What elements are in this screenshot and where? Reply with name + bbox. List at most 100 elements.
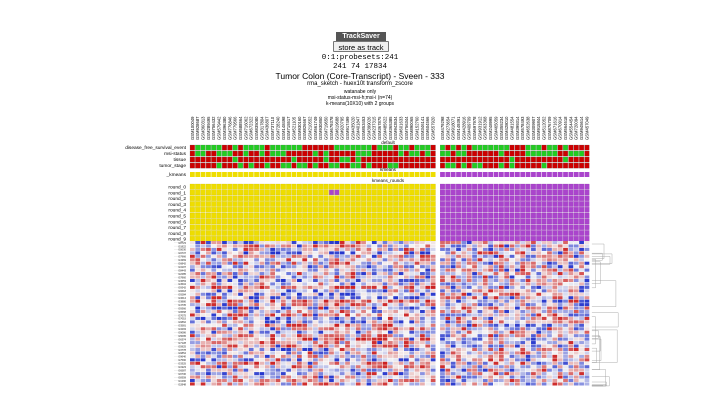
heat-cell bbox=[450, 265, 456, 269]
heat-cell bbox=[339, 372, 345, 376]
heat-cell bbox=[466, 330, 472, 334]
round-cell bbox=[488, 189, 494, 196]
round-cell bbox=[291, 236, 297, 242]
heat-cell bbox=[339, 275, 345, 279]
heat-cell bbox=[243, 261, 249, 265]
heat-cell bbox=[584, 344, 590, 348]
heat-cell bbox=[568, 323, 574, 327]
heat-cell bbox=[211, 303, 217, 307]
round-cell bbox=[195, 230, 201, 236]
heat-cell bbox=[488, 299, 493, 303]
store-as-track-button[interactable]: store as track bbox=[333, 41, 389, 52]
heat-cell bbox=[387, 372, 393, 376]
heat-cell bbox=[398, 303, 404, 307]
heat-cell bbox=[329, 368, 334, 372]
kmeans-cell bbox=[377, 172, 382, 177]
round-cell bbox=[573, 218, 579, 225]
heat-cell bbox=[466, 258, 472, 262]
kmeans-cell bbox=[323, 172, 329, 177]
heat-cell bbox=[440, 275, 445, 279]
heat-cell bbox=[280, 323, 286, 327]
round-cell bbox=[350, 236, 356, 242]
heat-cell bbox=[541, 368, 547, 372]
round-cell bbox=[472, 183, 478, 190]
heat-cell bbox=[472, 303, 477, 307]
heat-cell bbox=[222, 241, 227, 245]
round-cell bbox=[482, 236, 488, 242]
heat-cell bbox=[477, 282, 483, 286]
heat-cell bbox=[504, 251, 510, 255]
track-cell bbox=[345, 156, 350, 163]
heat-cell bbox=[552, 241, 558, 245]
heat-cell bbox=[264, 282, 270, 286]
heat-cell bbox=[568, 303, 574, 307]
track-cell bbox=[312, 144, 318, 151]
round-cell bbox=[488, 207, 494, 213]
heat-cell bbox=[275, 344, 281, 348]
heat-cell bbox=[387, 299, 393, 303]
heat-cell bbox=[430, 354, 436, 358]
heat-cell bbox=[307, 358, 313, 362]
heat-cell bbox=[248, 365, 254, 369]
heat-cell bbox=[552, 323, 558, 327]
kmeans-cell bbox=[339, 172, 345, 177]
round-cell bbox=[498, 218, 504, 225]
track-cell bbox=[248, 162, 254, 169]
heat-cell bbox=[227, 289, 233, 293]
round-cell bbox=[520, 236, 526, 242]
heat-cell bbox=[541, 313, 547, 317]
heat-cell bbox=[291, 382, 297, 386]
heat-cell bbox=[557, 289, 563, 293]
heat-cell bbox=[404, 292, 409, 296]
round-cell bbox=[498, 230, 504, 236]
heat-cell bbox=[584, 316, 590, 320]
heat-cell bbox=[563, 244, 568, 248]
heat-cell bbox=[531, 354, 536, 358]
round-label: round_1 bbox=[168, 190, 186, 196]
heat-cell bbox=[254, 265, 259, 269]
sample-label: GSM563368 bbox=[483, 116, 488, 140]
track-cell bbox=[275, 144, 281, 151]
heat-cell bbox=[190, 247, 195, 251]
round-cell bbox=[445, 236, 451, 242]
track-cell bbox=[541, 150, 547, 157]
heat-cell bbox=[345, 323, 350, 327]
track-cell bbox=[361, 150, 367, 157]
heat-cell bbox=[318, 289, 324, 293]
heat-cell bbox=[366, 265, 372, 269]
round-cell bbox=[520, 195, 526, 201]
track-cell bbox=[286, 150, 292, 157]
heat-cell bbox=[345, 365, 350, 369]
heat-cell bbox=[409, 334, 415, 338]
dendrogram-branch bbox=[591, 243, 605, 259]
heat-cell bbox=[461, 375, 467, 379]
heat-cell bbox=[280, 358, 286, 362]
heat-cell bbox=[366, 282, 372, 286]
round-cell bbox=[211, 224, 217, 230]
heat-cell bbox=[243, 272, 249, 276]
heat-cell bbox=[355, 285, 361, 289]
heat-cell bbox=[211, 334, 217, 338]
round-cell bbox=[205, 224, 211, 230]
heat-cell bbox=[323, 347, 329, 351]
heat-cell bbox=[291, 268, 297, 272]
heat-cell bbox=[547, 351, 552, 355]
heat-cell bbox=[190, 289, 195, 293]
heat-cell bbox=[280, 316, 286, 320]
heat-cell bbox=[552, 292, 558, 296]
round-cell bbox=[275, 201, 281, 207]
heat-cell bbox=[584, 354, 590, 358]
heat-cell bbox=[361, 254, 366, 258]
track-cell bbox=[270, 156, 276, 163]
heat-cell bbox=[563, 272, 568, 276]
track-cell bbox=[403, 144, 409, 151]
round-cell bbox=[430, 207, 436, 213]
heat-cell bbox=[398, 382, 404, 386]
heat-cell bbox=[238, 316, 243, 320]
heat-cell bbox=[323, 247, 329, 251]
heat-cell bbox=[557, 303, 563, 307]
heat-cell bbox=[536, 330, 542, 334]
heat-cell bbox=[323, 292, 329, 296]
heat-cell bbox=[248, 341, 254, 345]
track-cell bbox=[371, 162, 377, 169]
